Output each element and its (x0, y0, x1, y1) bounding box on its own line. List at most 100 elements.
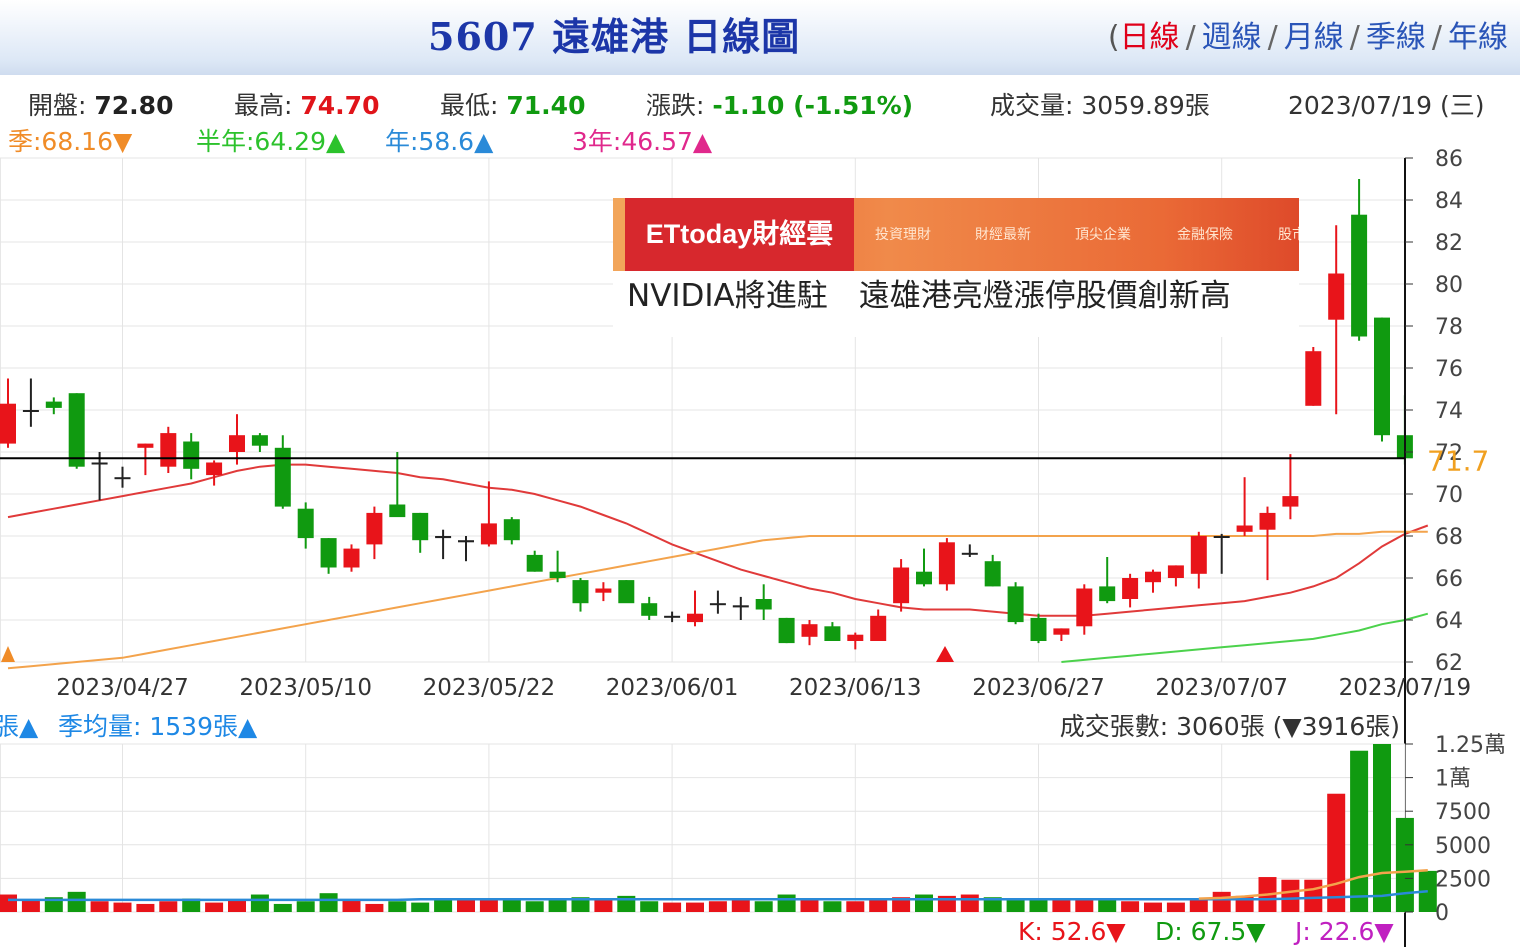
stat-change-value: -1.10 (-1.51%) (712, 91, 914, 120)
volume-bar (296, 901, 315, 912)
stat-high-value: 74.70 (300, 91, 380, 120)
period-link-month[interactable]: 月線 (1283, 20, 1344, 55)
candle-body (778, 617, 795, 644)
candle (938, 538, 955, 591)
date-axis: 2023/04/27 2023/05/10 2023/05/22 2023/06/01… (56, 675, 1471, 701)
date-tick-label: 2023/04/27 (56, 675, 189, 701)
candle (572, 578, 589, 612)
candle-body (687, 613, 703, 623)
price-tick-label: 70 (1435, 483, 1463, 508)
candle-body (664, 615, 681, 618)
candle-body (824, 626, 841, 641)
candle (1190, 531, 1207, 589)
volume-bar (388, 901, 407, 912)
volume-axis: 0 2500 5000 7500 1萬 1.25萬 (1405, 733, 1506, 926)
volume-bar (365, 903, 384, 912)
candle (824, 622, 841, 641)
candle (412, 512, 429, 553)
volume-right-label: 成交張數: 3060張 (▼3916張) (1060, 712, 1400, 741)
candle (1236, 477, 1253, 536)
ad-headline[interactable]: NVIDIA將進駐 遠雄港亮燈漲停股價創新高 (613, 271, 1299, 337)
period-link-year[interactable]: 年線 (1448, 20, 1508, 55)
candle (1122, 573, 1139, 608)
volume-bar (411, 902, 430, 912)
volume-bar (1212, 891, 1231, 912)
candle-body (1122, 578, 1139, 599)
candle-body (1282, 496, 1299, 507)
period-link-day[interactable]: 日線 (1119, 20, 1180, 55)
volume-bar (1029, 898, 1048, 912)
candle (641, 596, 658, 620)
ma-marker-icon (936, 646, 954, 662)
candle (1259, 506, 1276, 581)
price-tick-label: 76 (1435, 357, 1463, 382)
candle (435, 529, 452, 560)
stat-volume-value: 3059.89張 (1081, 91, 1210, 120)
ad-banner[interactable]: ETtoday財經雲 投資理財 財經最新 頂尖企業 金融保險 股市 (613, 198, 1299, 271)
candle (870, 609, 887, 641)
candle (1053, 628, 1070, 641)
volume-ma-line (1198, 869, 1428, 900)
candle-body (1053, 628, 1070, 635)
ad-menu-item[interactable]: 金融保險 (1177, 227, 1233, 243)
period-nav: (日線 / 週線 / 月線 / 季線 / 年線 (1107, 20, 1508, 55)
volume-left-label: 張▲ (0, 712, 39, 741)
candle-body (847, 634, 864, 641)
stat-date: 2023/07/19 (三) (1288, 91, 1485, 120)
volume-bar (182, 898, 201, 912)
ma-marker-icon (1, 646, 15, 662)
candle-body (618, 580, 635, 604)
candle-body (366, 512, 383, 545)
volume-bar (21, 899, 40, 912)
candle (366, 506, 383, 560)
ad-menu-item[interactable]: 頂尖企業 (1075, 227, 1131, 243)
candle-body (251, 435, 268, 446)
volume-bar (640, 901, 659, 912)
candle (1167, 565, 1184, 587)
candle-body (389, 504, 406, 518)
candle-body (709, 603, 726, 606)
candle-body (1076, 588, 1093, 627)
candle (549, 550, 566, 583)
stat-volume: 成交量: 3059.89張 (990, 91, 1210, 120)
volume-bar (273, 903, 292, 912)
kdj-k-label: K: 52.6▼ (1018, 917, 1126, 946)
candle-body (503, 519, 520, 541)
volume-bar (823, 901, 842, 912)
volume-bar (708, 901, 727, 912)
candle-body (160, 433, 177, 467)
candle-body (274, 447, 291, 507)
volume-bar (1121, 901, 1140, 912)
candle (1351, 179, 1368, 341)
period-link-quarter[interactable]: 季線 (1365, 20, 1426, 55)
candle (618, 580, 635, 604)
candle (916, 548, 932, 587)
volume-bar (686, 902, 704, 912)
stat-low: 最低: 71.40 (440, 91, 586, 120)
candle-body (526, 554, 543, 572)
candle-body (1145, 571, 1161, 583)
ad-menu-item[interactable]: 股市 (1278, 227, 1299, 243)
candle-body (229, 435, 245, 452)
price-ma-line-0 (7, 463, 1429, 617)
price-tick-label: 74 (1435, 399, 1463, 424)
candle-body (984, 561, 1001, 587)
candle-body (343, 548, 360, 568)
stat-low-value: 71.40 (506, 91, 586, 120)
volume-bar (67, 891, 86, 912)
volume-lines (8, 869, 1428, 902)
kdj-j-label: J: 22.6▼ (1293, 917, 1394, 946)
ad-menu-item[interactable]: 投資理財 (875, 227, 931, 243)
volume-bar (319, 893, 338, 912)
candle-body (458, 540, 474, 543)
period-link-week[interactable]: 週線 (1201, 20, 1262, 55)
current-price-label: 71.7 (1427, 444, 1489, 477)
candle-body (1236, 525, 1253, 532)
candle-body (755, 599, 772, 610)
kdj-d-label: D: 67.5▼ (1155, 917, 1266, 946)
candle (1328, 225, 1345, 415)
ad-menu-item[interactable]: 財經最新 (975, 227, 1031, 243)
candle (1374, 317, 1390, 442)
price-tick-label: 68 (1435, 525, 1463, 550)
header-bar: 5607 遠雄港 日線圖 (日線 / 週線 / 月線 / 季線 / 年線 (0, 0, 1520, 75)
